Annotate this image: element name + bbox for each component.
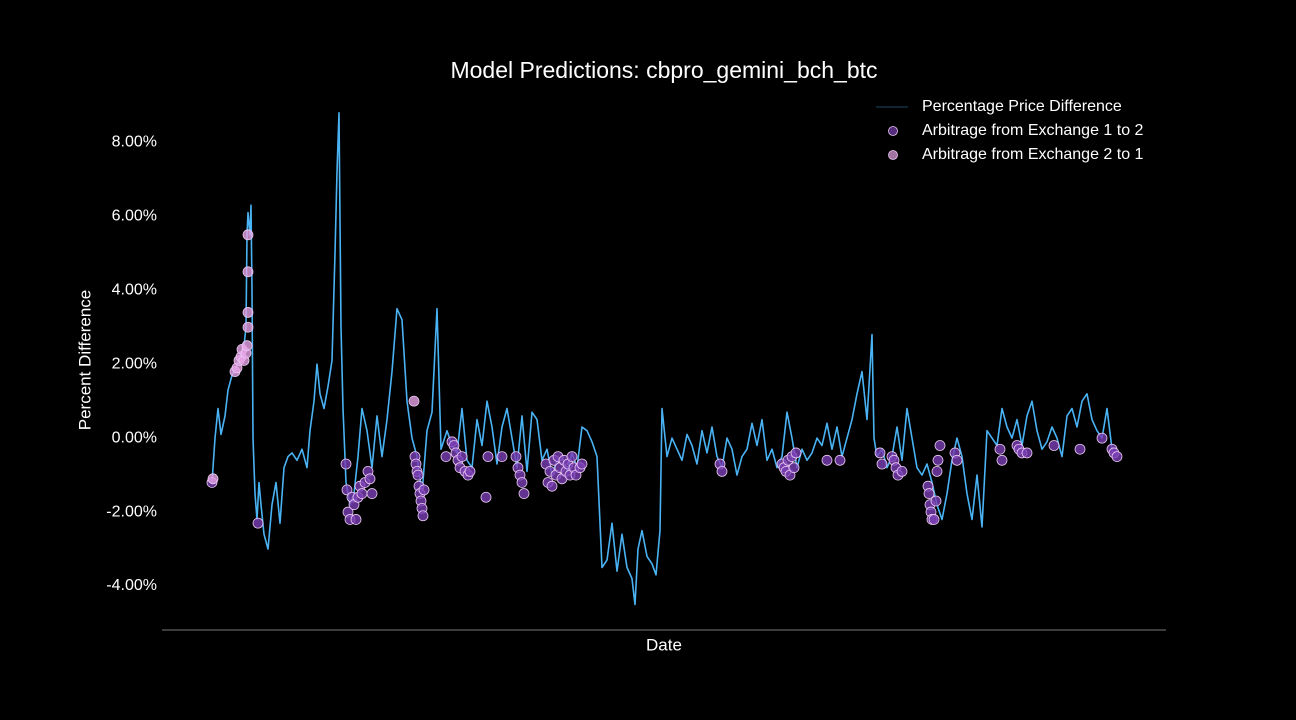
arbitrage-point [242, 229, 254, 241]
y-tick-label: -2.00% [106, 503, 157, 520]
arbitrage-point [417, 510, 429, 522]
arbitrage-point [242, 321, 254, 333]
arbitrage-point [252, 517, 264, 529]
legend-label: Arbitrage from Exchange 2 to 1 [922, 146, 1144, 163]
arbitrage-point [1074, 443, 1086, 455]
arbitrage-point [207, 473, 219, 485]
arbitrage-point [456, 451, 468, 463]
arbitrage-point [1048, 440, 1060, 451]
arbitrage-point [996, 454, 1008, 466]
arbitrage-point [341, 484, 353, 496]
y-tick-label: 6.00% [112, 208, 157, 225]
arbitrage-point [366, 488, 378, 499]
arbitrage-point [934, 440, 946, 451]
arbitrage-point [1111, 451, 1123, 463]
arbitrage-point [790, 447, 802, 459]
arbitrage-point [1021, 447, 1033, 459]
arbitrage-point [1096, 432, 1108, 444]
arbitrage-point [482, 451, 494, 463]
arbitrage-point [923, 488, 935, 499]
arbitrage-point [356, 488, 368, 499]
arbitrage-point [364, 473, 376, 485]
arbitrage-point [821, 454, 833, 466]
price-line [211, 112, 1118, 606]
arbitrage-point [510, 451, 522, 463]
y-tick-label: 8.00% [112, 134, 157, 151]
arbitrage-point [876, 458, 888, 470]
legend-label: Arbitrage from Exchange 1 to 2 [922, 122, 1144, 139]
arbitrage-point [930, 495, 942, 507]
arbitrage-point [576, 458, 588, 470]
y-tick-label: 4.00% [112, 281, 157, 298]
arbitrage-point [951, 454, 963, 466]
arbitrage-point [788, 462, 800, 474]
arbitrage-point [931, 465, 943, 477]
y-tick-label: 0.00% [112, 429, 157, 446]
y-tick-label: 2.00% [112, 355, 157, 372]
arbitrage-point [418, 484, 430, 496]
arbitrage-point [834, 454, 846, 466]
legend-swatch [888, 126, 898, 136]
x-axis-label: Date [646, 635, 682, 654]
y-axis-label: Percent Difference [75, 290, 94, 430]
arbitrage-point [566, 451, 578, 463]
legend-swatch [888, 150, 898, 160]
arbitrage-point [496, 451, 508, 463]
arbitrage-point [928, 514, 940, 525]
arbitrage-point [242, 266, 254, 278]
arbitrage-point [440, 451, 452, 463]
arbitrage-point [241, 340, 253, 352]
arbitrage-point [242, 307, 254, 318]
chart-title: Model Predictions: cbpro_gemini_bch_btc [450, 57, 877, 83]
arbitrage-point [874, 447, 886, 459]
arbitrage-point [350, 514, 362, 525]
arbitrage-point [340, 458, 352, 470]
arbitrage-point [932, 454, 944, 466]
arbitrage-point [480, 491, 492, 503]
arbitrage-point [716, 465, 728, 477]
arbitrage-point [412, 469, 424, 481]
arbitrage-point [516, 477, 528, 488]
arbitrage-point [994, 443, 1006, 455]
y-tick-label: -4.00% [106, 577, 157, 594]
arbitrage-point [464, 465, 476, 477]
legend-label: Percentage Price Difference [922, 98, 1122, 115]
arbitrage-point [408, 395, 420, 407]
arbitrage-point [896, 465, 908, 477]
arbitrage-point [546, 480, 558, 492]
arbitrage-point [518, 488, 530, 499]
